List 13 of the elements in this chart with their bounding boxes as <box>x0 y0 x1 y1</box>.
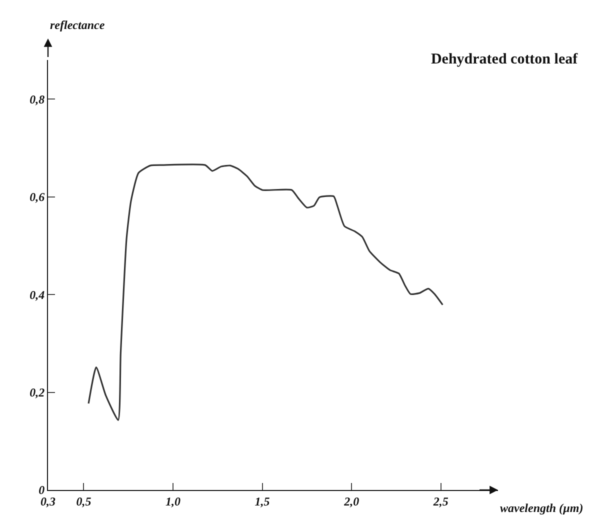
x-axis-title: wavelength (µm) <box>500 501 584 515</box>
x-tick-label: 2,5 <box>432 494 448 508</box>
x-tick-label: 1,0 <box>166 494 180 508</box>
chart-title: Dehydrated cotton leaf <box>430 52 579 68</box>
line-series <box>88 164 444 421</box>
y-tick-label: 0,8 <box>30 92 45 106</box>
y-tick-label: 0,4 <box>30 288 45 302</box>
x-tick-label: 2,0 <box>343 494 360 508</box>
x-tick-label: 0,5 <box>76 494 92 508</box>
y-axis-title: reflectance <box>50 18 106 32</box>
y-tick-label: 0,2 <box>30 385 45 400</box>
y-tick-label: 0,6 <box>30 190 45 204</box>
x-tick-label: 1,5 <box>254 494 270 508</box>
